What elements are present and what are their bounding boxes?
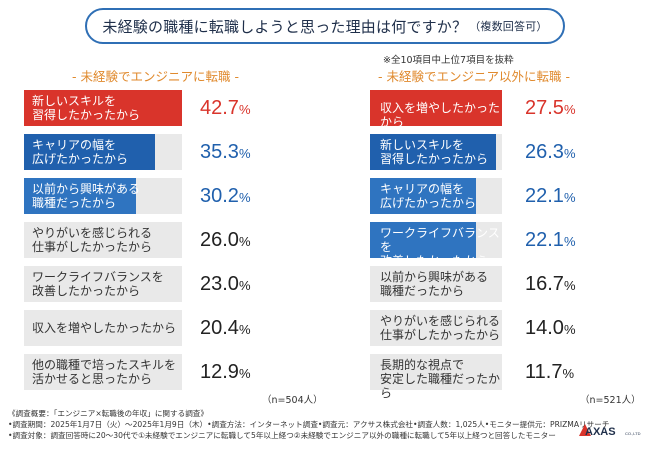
bar-track: 新しいスキルを 習得したかったから	[24, 90, 182, 126]
left-bar-chart: 新しいスキルを 習得したかったから 42.7% キャリアの幅を 広げたかったから 35…	[10, 90, 310, 398]
logo-subtext: CO.,LTD	[625, 431, 641, 436]
bar-category-label: キャリアの幅を 広げたかったから	[32, 138, 129, 166]
bar-value-label: 26.3%	[525, 141, 576, 163]
right-bar-chart: 収入を増やしたかったから 27.5% 新しいスキルを 習得したかったから 26.3% キ…	[330, 90, 630, 400]
logo-text: AXAS	[585, 426, 616, 438]
bar	[24, 354, 182, 390]
bar-value-label: 23.0%	[200, 273, 251, 295]
bar-category-label: 収入を増やしたかったから	[32, 321, 177, 335]
chart-title-suffix: （複数回答可）	[469, 20, 548, 33]
bar-category-label: 新しいスキルを 習得したかったから	[380, 138, 489, 166]
bar-value-label: 22.1%	[525, 185, 576, 207]
bar-row: 収入を増やしたかったから 27.5%	[330, 90, 630, 129]
bar-value-label: 27.5%	[525, 97, 576, 119]
bar-category-label: やりがいを感じられる 仕事がしたかったから	[380, 314, 501, 342]
bar-row: 長期的な視点で 安定した職種だったから 11.7%	[330, 354, 630, 400]
bar	[24, 266, 182, 302]
bar-category-label: ワークライフバランスを 改善したかったから	[32, 270, 164, 298]
bar-track: 収入を増やしたかったから	[370, 90, 502, 129]
bar-track: 長期的な視点で 安定した職種だったから	[370, 354, 502, 400]
bar-value-label: 12.9%	[200, 361, 251, 383]
bar-value-label: 26.0%	[200, 229, 251, 251]
logo-mark	[579, 424, 591, 436]
bar-track: ワークライフバランスを 改善したかったから	[370, 222, 502, 268]
bar-row: キャリアの幅を 広げたかったから 22.1%	[330, 178, 630, 214]
bar-value-label: 11.7%	[525, 361, 575, 383]
footer-line: •調査期間：2025年1月7日（火）〜2025年1月9日（木）•調査方法：インタ…	[8, 420, 610, 429]
bar-track: キャリアの幅を 広げたかったから	[370, 178, 502, 214]
footer-line: 《調査概要：「エンジニア×転職後の年収」に関する調査》	[8, 409, 208, 418]
bar-category-label: 長期的な視点で 安定した職種だったから	[380, 358, 501, 400]
bar-value-label: 16.7%	[525, 273, 576, 295]
bar-category-label: キャリアの幅を 広げたかったから	[380, 182, 477, 210]
bar	[24, 134, 155, 170]
chart-title: 未経験の職種に転職しようと思った理由は何ですか？	[102, 17, 468, 36]
bar-category-label: 以前から興味がある 職種だったから	[380, 270, 489, 298]
bar	[370, 222, 477, 258]
bar-category-label: 以前から興味がある 職種だったから	[32, 182, 141, 210]
bar-row: やりがいを感じられる 仕事がしたかったから 14.0%	[330, 310, 630, 346]
bar-row: キャリアの幅を 広げたかったから 35.3%	[10, 134, 310, 170]
bar-track: ワークライフバランスを 改善したかったから	[24, 266, 182, 302]
bar-track: 新しいスキルを 習得したかったから	[370, 134, 502, 170]
bar-category-label: 他の職種で培ったスキルを 活かせると思ったから	[32, 358, 177, 386]
bar	[24, 222, 182, 258]
bar-track: 収入を増やしたかったから	[24, 310, 182, 346]
survey-footer: 《調査概要：「エンジニア×転職後の年収」に関する調査》 •調査期間：2025年1…	[8, 408, 610, 441]
bar-row: 以前から興味がある 職種だったから 30.2%	[10, 178, 310, 214]
bar	[370, 90, 502, 126]
bar-category-label: ワークライフバランスを 改善したかったから	[380, 226, 500, 268]
bar-value-label: 14.0%	[525, 317, 576, 339]
bar-row: ワークライフバランスを 改善したかったから 23.0%	[10, 266, 310, 302]
bar	[370, 266, 502, 302]
bar	[370, 354, 502, 390]
left-group-title: - 未経験でエンジニアに転職 -	[72, 69, 239, 84]
bar-row: 以前から興味がある 職種だったから 16.7%	[330, 266, 630, 302]
bar-track: やりがいを感じられる 仕事がしたかったから	[24, 222, 182, 258]
top-note: ※全10項目中上位7項目を抜粋	[383, 55, 514, 66]
footer-line: •調査対象：調査回答時に20〜30代で①未経験でエンジニアに転職して5年以上経つ…	[8, 431, 556, 440]
bar-value-label: 20.4%	[200, 317, 251, 339]
bar-category-label: 収入を増やしたかったから	[380, 101, 501, 129]
bar	[24, 90, 182, 126]
bar-row: やりがいを感じられる 仕事がしたかったから 26.0%	[10, 222, 310, 258]
bar-category-label: やりがいを感じられる 仕事がしたかったから	[32, 226, 153, 254]
bar-category-label: 新しいスキルを 習得したかったから	[32, 94, 141, 122]
left-sample-size: （n=504人）	[262, 395, 323, 406]
bar	[370, 134, 497, 170]
chart-title-box: 未経験の職種に転職しようと思った理由は何ですか？ （複数回答可）	[85, 8, 565, 44]
bar-value-label: 42.7%	[200, 97, 251, 119]
bar-track: 以前から興味がある 職種だったから	[370, 266, 502, 302]
bar-track: キャリアの幅を 広げたかったから	[24, 134, 182, 170]
bar-row: ワークライフバランスを 改善したかったから 22.1%	[330, 222, 630, 268]
right-sample-size: （n=521人）	[580, 395, 641, 406]
bar	[370, 178, 477, 214]
bar	[370, 310, 502, 346]
bar	[24, 178, 136, 214]
right-group-title: - 未経験でエンジニア以外に転職 -	[378, 69, 570, 84]
bar-value-label: 22.1%	[525, 229, 576, 251]
bar-value-label: 30.2%	[200, 185, 251, 207]
bar-track: 以前から興味がある 職種だったから	[24, 178, 182, 214]
bar-track: 他の職種で培ったスキルを 活かせると思ったから	[24, 354, 182, 390]
bar-row: 収入を増やしたかったから 20.4%	[10, 310, 310, 346]
company-logo: AXAS CO.,LTD	[579, 424, 641, 438]
bar-row: 新しいスキルを 習得したかったから 42.7%	[10, 90, 310, 126]
bar-track: やりがいを感じられる 仕事がしたかったから	[370, 310, 502, 346]
bar-row: 他の職種で培ったスキルを 活かせると思ったから 12.9%	[10, 354, 310, 390]
bar-value-label: 35.3%	[200, 141, 251, 163]
bar	[24, 310, 182, 346]
bar-row: 新しいスキルを 習得したかったから 26.3%	[330, 134, 630, 170]
